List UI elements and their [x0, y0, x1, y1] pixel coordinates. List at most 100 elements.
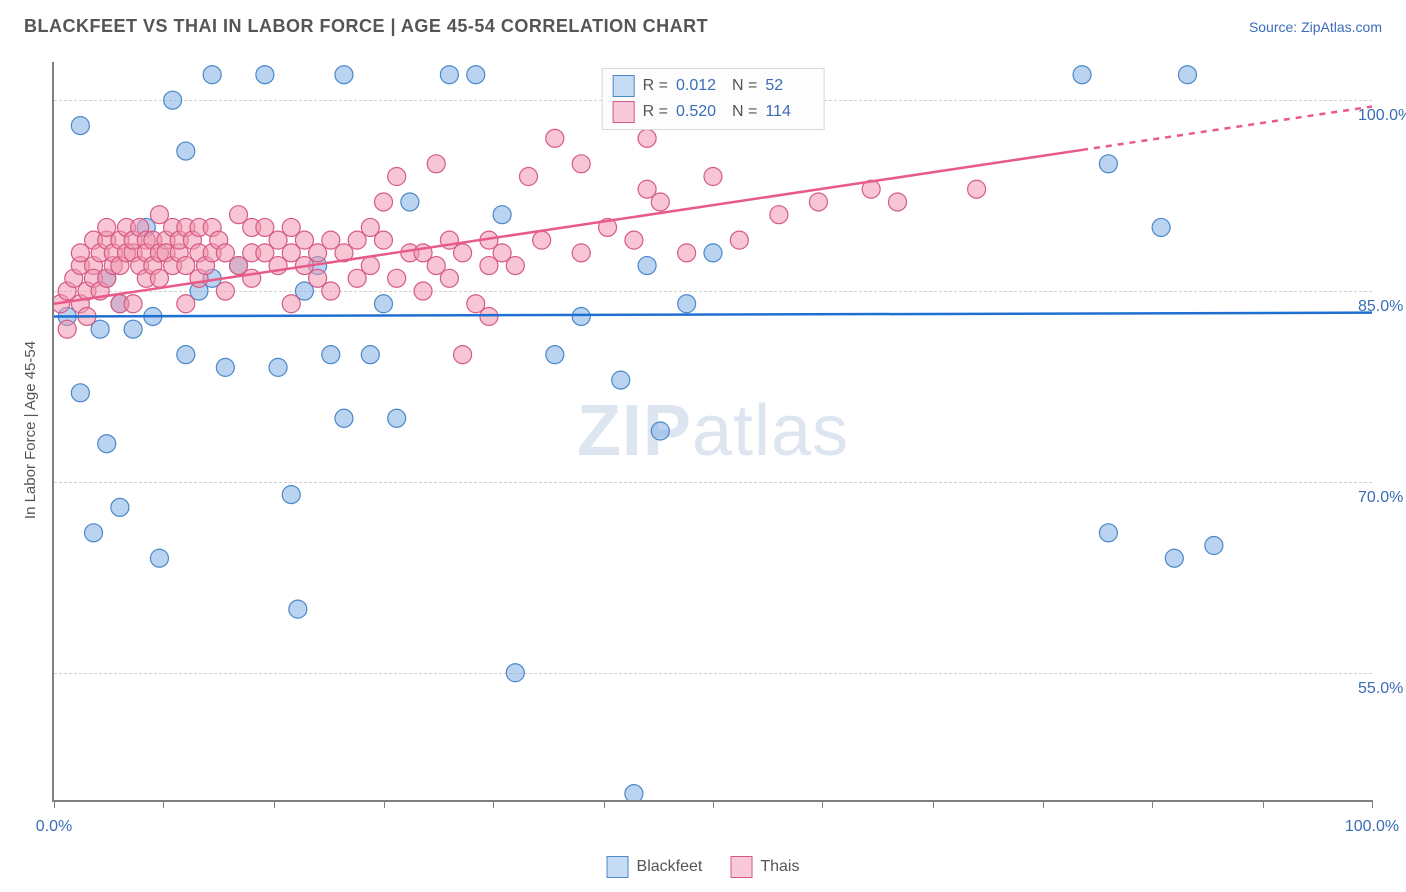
r-label: R =	[643, 103, 668, 121]
scatter-point	[467, 66, 485, 84]
scatter-point	[440, 269, 458, 287]
scatter-point	[58, 320, 76, 338]
scatter-point	[111, 498, 129, 516]
x-tick-label: 100.0%	[1345, 818, 1399, 836]
scatter-point	[506, 257, 524, 275]
scatter-svg	[54, 62, 1372, 800]
scatter-point	[375, 231, 393, 249]
scatter-point	[572, 307, 590, 325]
scatter-point	[98, 435, 116, 453]
legend-swatch	[607, 856, 629, 878]
scatter-point	[335, 66, 353, 84]
r-value: 0.012	[676, 77, 724, 95]
scatter-point	[770, 206, 788, 224]
x-tick	[1372, 800, 1373, 808]
scatter-point	[625, 231, 643, 249]
scatter-point	[322, 282, 340, 300]
scatter-point	[71, 117, 89, 135]
scatter-point	[289, 600, 307, 618]
scatter-point	[361, 346, 379, 364]
legend-item: Blackfeet	[607, 856, 703, 878]
legend-row: R = 0.012 N = 52	[613, 73, 814, 99]
scatter-point	[388, 269, 406, 287]
scatter-point	[625, 785, 643, 800]
x-tick	[384, 800, 385, 808]
x-tick	[822, 800, 823, 808]
x-tick-label: 0.0%	[36, 818, 72, 836]
legend-swatch	[730, 856, 752, 878]
scatter-point	[533, 231, 551, 249]
scatter-point	[177, 142, 195, 160]
chart-plot-area: ZIPatlas 55.0%70.0%85.0%100.0%0.0%100.0%…	[52, 62, 1372, 802]
scatter-point	[506, 664, 524, 682]
scatter-point	[71, 384, 89, 402]
correlation-legend: R =0.012N =52R =0.520N =114	[602, 68, 825, 130]
r-value: 0.520	[676, 103, 724, 121]
scatter-point	[1099, 524, 1117, 542]
scatter-point	[335, 409, 353, 427]
legend-row: R =0.520N =114	[613, 99, 814, 125]
scatter-point	[1165, 549, 1183, 567]
scatter-point	[519, 168, 537, 186]
scatter-point	[150, 549, 168, 567]
scatter-point	[256, 66, 274, 84]
scatter-point	[124, 295, 142, 313]
scatter-point	[322, 346, 340, 364]
scatter-point	[282, 486, 300, 504]
scatter-point	[388, 409, 406, 427]
scatter-point	[85, 524, 103, 542]
scatter-point	[440, 66, 458, 84]
scatter-point	[704, 244, 722, 262]
scatter-point	[704, 168, 722, 186]
scatter-point	[572, 244, 590, 262]
scatter-point	[203, 66, 221, 84]
scatter-point	[177, 295, 195, 313]
x-tick	[163, 800, 164, 808]
scatter-point	[730, 231, 748, 249]
scatter-point	[651, 193, 669, 211]
scatter-point	[638, 257, 656, 275]
legend-bottom: Blackfeet Thais	[607, 856, 800, 878]
legend-label: Blackfeet	[637, 858, 703, 876]
scatter-point	[124, 320, 142, 338]
legend-swatch	[613, 75, 635, 97]
x-tick	[933, 800, 934, 808]
legend-label: Thais	[760, 858, 799, 876]
n-label: N =	[732, 77, 757, 95]
scatter-point	[809, 193, 827, 211]
n-value: 52	[765, 77, 813, 95]
scatter-point	[427, 155, 445, 173]
y-axis-label: In Labor Force | Age 45-54	[22, 341, 39, 519]
scatter-point	[493, 206, 511, 224]
scatter-point	[572, 155, 590, 173]
trend-line	[54, 313, 1372, 317]
scatter-point	[361, 257, 379, 275]
r-label: R =	[643, 77, 668, 95]
scatter-point	[177, 346, 195, 364]
chart-title: BLACKFEET VS THAI IN LABOR FORCE | AGE 4…	[24, 16, 708, 37]
scatter-point	[546, 129, 564, 147]
x-tick	[1263, 800, 1264, 808]
scatter-point	[414, 282, 432, 300]
legend-item: Thais	[730, 856, 799, 878]
scatter-point	[1205, 537, 1223, 555]
scatter-point	[454, 244, 472, 262]
scatter-point	[546, 346, 564, 364]
x-tick	[493, 800, 494, 808]
scatter-point	[375, 295, 393, 313]
x-tick	[274, 800, 275, 808]
n-value: 114	[765, 103, 813, 121]
scatter-point	[164, 91, 182, 109]
scatter-point	[269, 358, 287, 376]
scatter-point	[388, 168, 406, 186]
scatter-point	[216, 358, 234, 376]
scatter-point	[612, 371, 630, 389]
scatter-point	[638, 129, 656, 147]
x-tick	[1152, 800, 1153, 808]
scatter-point	[216, 282, 234, 300]
trend-line-dashed	[1082, 107, 1372, 150]
scatter-point	[889, 193, 907, 211]
scatter-point	[1178, 66, 1196, 84]
source-label: Source: ZipAtlas.com	[1249, 19, 1382, 35]
scatter-point	[1099, 155, 1117, 173]
